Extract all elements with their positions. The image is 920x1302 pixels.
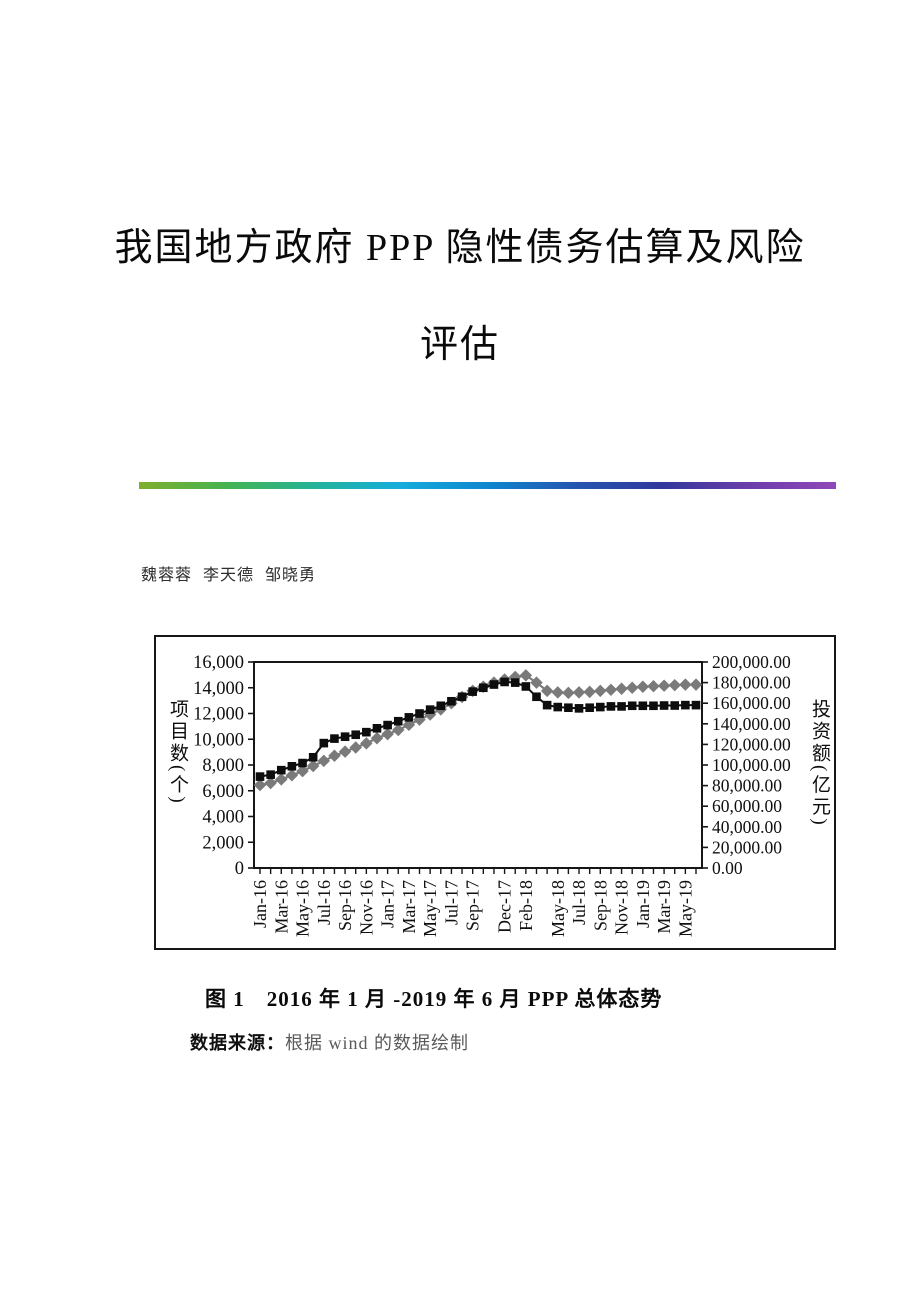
- figure-caption: 图 1 2016 年 1 月 -2019 年 6 月 PPP 总体态势: [205, 987, 663, 1011]
- svg-text:Mar-17: Mar-17: [399, 880, 419, 934]
- svg-text:200,000.00: 200,000.00: [712, 652, 791, 672]
- svg-text:0.00: 0.00: [712, 858, 743, 878]
- svg-text:6,000: 6,000: [202, 782, 244, 802]
- svg-text:4,000: 4,000: [202, 808, 244, 828]
- svg-text:Sep-17: Sep-17: [463, 880, 483, 931]
- svg-text:0: 0: [235, 859, 244, 879]
- ppp-trend-chart-canvas: 0 2,000 4,000 6,000 8,000 10,000 12,000 14,000 1…: [193, 652, 791, 937]
- svg-text:16,000: 16,000: [193, 653, 244, 673]
- svg-text:120,000.00: 120,000.00: [712, 734, 791, 754]
- svg-text:Jul-18: Jul-18: [569, 880, 589, 925]
- left-axis-title: 项目数(个): [167, 699, 188, 806]
- svg-text:160,000.00: 160,000.00: [712, 693, 791, 713]
- svg-text:2,000: 2,000: [202, 833, 244, 853]
- page-title-line2: 评估: [419, 324, 500, 366]
- gradient-divider: [139, 482, 836, 489]
- svg-text:14,000: 14,000: [193, 679, 244, 699]
- svg-text:Nov-18: Nov-18: [612, 880, 632, 935]
- svg-text:Jan-17: Jan-17: [378, 880, 398, 928]
- svg-text:Nov-16: Nov-16: [356, 880, 376, 935]
- svg-text:May-17: May-17: [420, 880, 440, 937]
- right-axis-title: 投资额(亿元): [809, 699, 830, 828]
- svg-text:Sep-16: Sep-16: [335, 880, 355, 931]
- figure-source: 数据来源：根据 wind 的数据绘制: [190, 1029, 469, 1055]
- svg-text:Feb-18: Feb-18: [516, 880, 536, 931]
- figure-ppp-trend-chart: 0 2,000 4,000 6,000 8,000 10,000 12,000 14,000 1…: [154, 635, 836, 950]
- svg-text:Mar-19: Mar-19: [654, 880, 674, 934]
- svg-text:Dec-17: Dec-17: [495, 880, 515, 933]
- svg-text:20,000.00: 20,000.00: [712, 837, 782, 857]
- svg-text:8,000: 8,000: [202, 756, 244, 776]
- svg-text:May-19: May-19: [675, 880, 695, 937]
- svg-text:100,000.00: 100,000.00: [712, 755, 791, 775]
- svg-text:Jul-16: Jul-16: [314, 880, 334, 925]
- svg-text:Jul-17: Jul-17: [441, 880, 461, 925]
- svg-text:Sep-18: Sep-18: [590, 880, 610, 931]
- authors: 魏蓉蓉 李天德 邹晓勇: [141, 567, 317, 584]
- svg-text:Mar-16: Mar-16: [271, 880, 291, 934]
- page-title-line1: 我国地方政府 PPP 隐性债务估算及风险: [114, 227, 806, 269]
- source-label: 数据来源：: [190, 1033, 285, 1053]
- svg-text:May-18: May-18: [548, 880, 568, 937]
- svg-text:40,000.00: 40,000.00: [712, 817, 782, 837]
- svg-text:May-16: May-16: [293, 880, 313, 937]
- svg-text:10,000: 10,000: [193, 730, 244, 750]
- svg-text:12,000: 12,000: [193, 705, 244, 725]
- svg-text:140,000.00: 140,000.00: [712, 714, 791, 734]
- svg-text:80,000.00: 80,000.00: [712, 776, 782, 796]
- svg-text:60,000.00: 60,000.00: [712, 796, 782, 816]
- project-count-series: [255, 677, 701, 781]
- svg-text:180,000.00: 180,000.00: [712, 673, 791, 693]
- svg-text:Jan-16: Jan-16: [250, 880, 270, 928]
- source-text: 根据 wind 的数据绘制: [285, 1033, 469, 1053]
- svg-text:Jan-19: Jan-19: [633, 880, 653, 928]
- investment-series: [253, 669, 703, 792]
